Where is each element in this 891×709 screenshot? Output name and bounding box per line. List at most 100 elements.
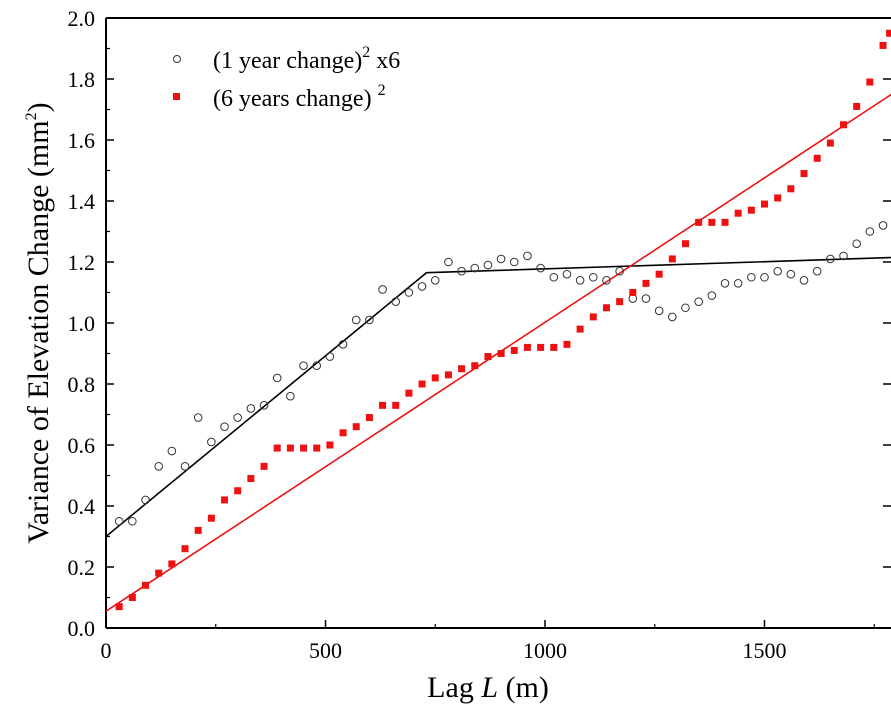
- y-tick-label: 1.0: [68, 311, 96, 336]
- point-1year: [549, 272, 559, 282]
- legend-marker-6years: [173, 93, 180, 100]
- point-6years: [207, 514, 215, 522]
- point-1year: [351, 315, 361, 325]
- point-1year: [602, 276, 611, 285]
- point-6years: [523, 343, 531, 351]
- point-1year: [378, 285, 387, 294]
- series-marks: [114, 29, 891, 611]
- point-1year: [707, 291, 717, 300]
- point-6years: [576, 325, 584, 333]
- point-1year: [417, 282, 427, 291]
- x-tick-label: 500: [309, 638, 342, 663]
- point-1year: [878, 221, 888, 230]
- point-1year: [167, 446, 177, 456]
- point-1year: [299, 361, 308, 371]
- point-1year: [207, 437, 216, 447]
- y-tick-label: 1.6: [68, 128, 96, 153]
- point-6years: [537, 343, 545, 351]
- x-ticks: 0 500 1000 1500: [101, 620, 875, 663]
- point-1year: [575, 276, 585, 285]
- point-6years: [128, 594, 136, 601]
- point-6years: [866, 78, 874, 86]
- point-6years: [840, 121, 848, 129]
- point-1year: [365, 315, 374, 325]
- y-tick-label: 0.6: [68, 433, 96, 458]
- x-tick-label: 0: [101, 638, 112, 663]
- point-1year: [773, 266, 782, 276]
- point-1year: [391, 297, 401, 306]
- point-6years: [234, 487, 242, 495]
- point-6years: [418, 380, 426, 388]
- x-tick-label: 1500: [743, 638, 787, 663]
- fit-line-1: [106, 256, 891, 538]
- point-6years: [879, 41, 887, 49]
- point-6years: [444, 371, 452, 379]
- point-6years: [642, 279, 650, 287]
- point-1year: [444, 257, 453, 267]
- x-tick-label: 1000: [523, 638, 567, 663]
- point-6years: [155, 569, 163, 577]
- point-6years: [774, 194, 782, 202]
- point-6years: [800, 170, 808, 178]
- point-1year: [496, 254, 506, 264]
- point-6years: [708, 218, 716, 226]
- point-6years: [497, 350, 505, 357]
- point-6years: [510, 346, 518, 354]
- y-tick-label: 1.8: [68, 67, 96, 92]
- point-1year: [760, 272, 769, 282]
- point-6years: [168, 560, 176, 568]
- y-tick-label: 0.0: [68, 616, 96, 641]
- point-6years: [115, 603, 123, 611]
- point-1year: [852, 239, 861, 248]
- point-6years: [681, 240, 689, 248]
- point-6years: [695, 218, 703, 226]
- y-tick-label: 0.4: [68, 494, 96, 519]
- point-6years: [405, 389, 413, 397]
- point-1year: [668, 312, 677, 322]
- y-ticks: 0.0 0.2 0.4 0.6 0.8 1.0 1.2 1.4 1.6 1.8 2.0: [68, 6, 891, 641]
- point-6years: [589, 313, 597, 321]
- point-6years: [550, 343, 558, 351]
- point-6years: [221, 496, 229, 504]
- legend-label-6years: (6 years change) 2: [213, 82, 386, 112]
- point-1year: [404, 288, 414, 297]
- point-1year: [826, 254, 835, 264]
- point-1year: [839, 251, 848, 261]
- y-tick-label: 1.4: [68, 189, 96, 214]
- point-6years: [326, 441, 334, 449]
- point-1year: [272, 373, 282, 383]
- point-6years: [365, 414, 373, 422]
- point-1year: [523, 251, 532, 261]
- point-1year: [312, 361, 322, 371]
- point-6years: [379, 401, 387, 409]
- point-6years: [300, 444, 308, 452]
- legend-label-1year: (1 year change)2 x6: [213, 44, 400, 74]
- point-1year: [180, 462, 190, 471]
- y-tick-label: 2.0: [68, 6, 96, 31]
- point-1year: [509, 257, 519, 267]
- y-tick-label: 1.2: [68, 250, 96, 275]
- point-6years: [392, 401, 400, 409]
- point-6years: [761, 200, 768, 208]
- point-6years: [747, 206, 755, 214]
- point-1year: [641, 294, 651, 303]
- point-1year: [720, 279, 730, 288]
- point-6years: [142, 581, 150, 589]
- point-6years: [484, 353, 492, 361]
- point-1year: [325, 352, 335, 361]
- point-6years: [655, 270, 663, 278]
- point-6years: [629, 289, 637, 296]
- point-1year: [286, 391, 295, 401]
- point-1year: [154, 462, 163, 471]
- point-6years: [734, 209, 742, 217]
- point-6years: [787, 185, 795, 193]
- point-1year: [747, 272, 756, 282]
- point-6years: [286, 444, 294, 452]
- point-1year: [562, 269, 572, 279]
- point-1year: [193, 413, 203, 422]
- point-6years: [563, 340, 571, 348]
- point-1year: [114, 516, 124, 526]
- point-1year: [654, 306, 664, 316]
- point-6years: [194, 526, 202, 534]
- legend: (1 year change)2 x6 (6 years change) 2: [173, 44, 400, 112]
